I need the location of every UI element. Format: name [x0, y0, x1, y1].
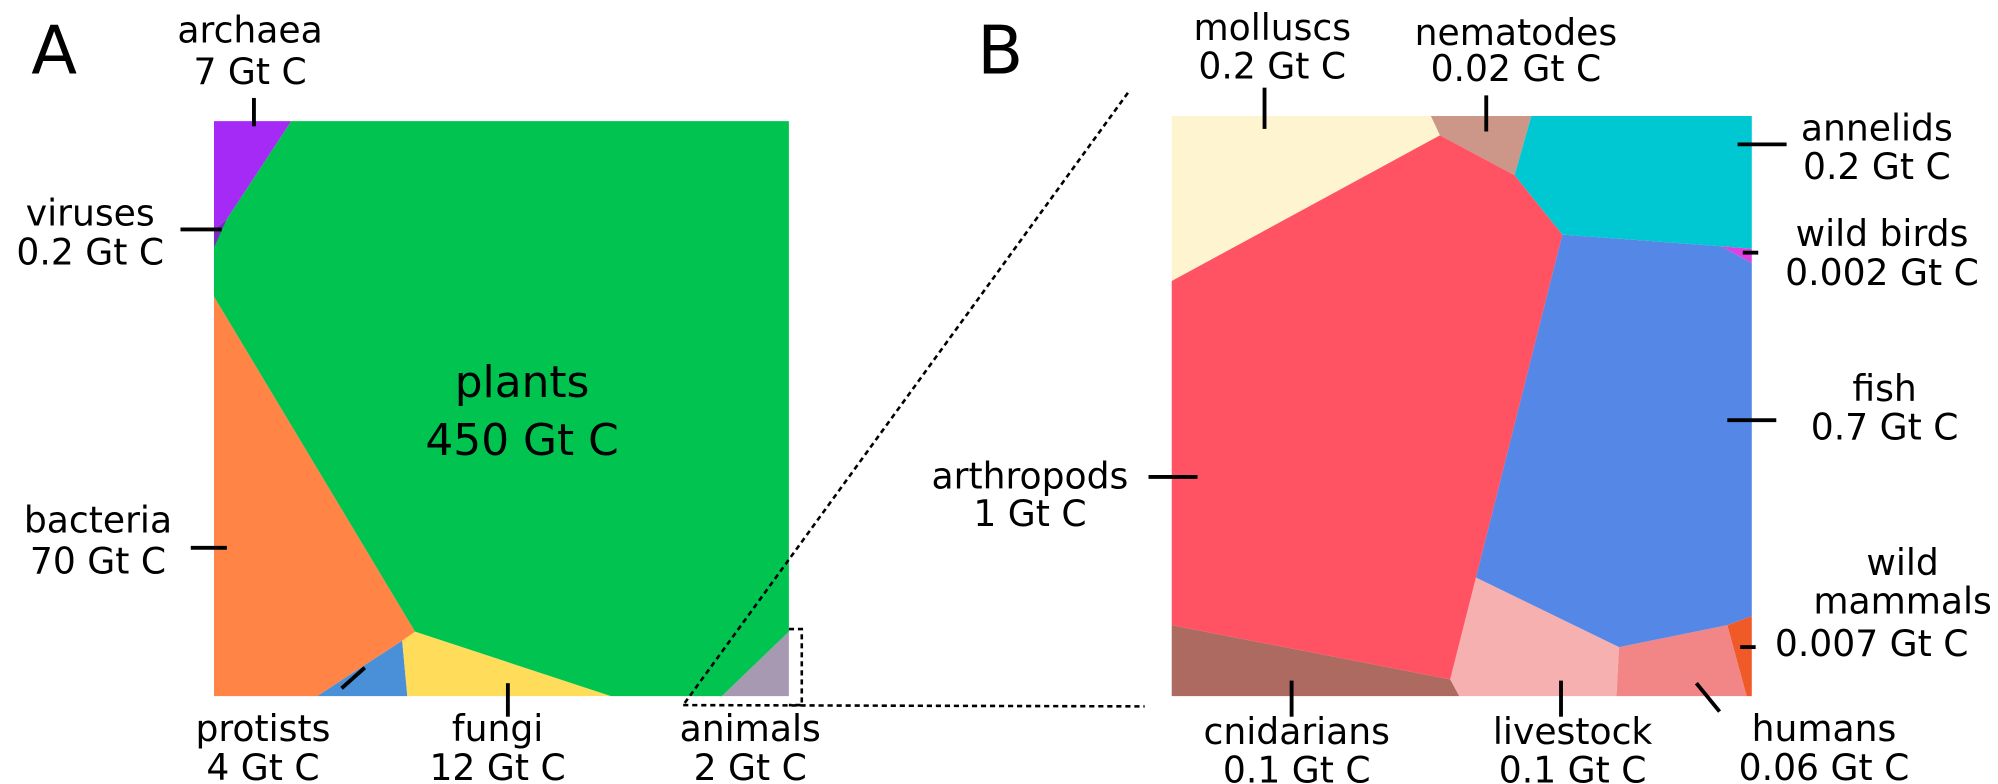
cell-value: 7 Gt C [193, 50, 307, 93]
cell-name: protists [195, 707, 331, 751]
zoom-line [683, 703, 1145, 708]
cell-value: 2 Gt C [693, 746, 807, 784]
cell-name: cnidarians [1203, 710, 1390, 753]
cell-value: 450 Gt C [425, 415, 619, 467]
cell-value: 4 Gt C [206, 746, 320, 784]
cell-name: arthropods [931, 455, 1129, 498]
leader-line [1694, 681, 1722, 713]
cell [213, 296, 416, 697]
cell-name: nematodes [1414, 11, 1618, 55]
cell-value: 12 Gt C [429, 746, 566, 784]
cell [213, 121, 292, 230]
cell-value: 0.002 Gt C [1785, 251, 1979, 294]
cell-name: fish [1852, 367, 1917, 410]
cell-name: animals [679, 707, 821, 751]
cell-name: humans [1751, 707, 1897, 751]
cell [1430, 116, 1532, 176]
cell-value: 0.2 Gt C [1802, 145, 1951, 189]
panel-letter: B [977, 12, 1024, 91]
cell-value: 0.02 Gt C [1430, 47, 1602, 91]
cell [1171, 625, 1460, 697]
cell-value: 0.2 Gt C [16, 230, 165, 274]
cell-value: 0.1 Gt C [1222, 748, 1371, 784]
cell-name: bacteria [23, 498, 173, 542]
cell [1171, 116, 1440, 282]
cell-name: livestock [1492, 710, 1653, 753]
cell-value: 70 Gt C [29, 540, 167, 583]
zoom-lines [682, 92, 1145, 708]
cell-name: wild birds [1795, 212, 1969, 256]
panel-letter: A [31, 12, 78, 91]
cell-name: fungi [451, 707, 544, 751]
cell-name: plants [454, 357, 590, 409]
cell [1727, 616, 1752, 697]
cell-name: molluscs [1193, 6, 1352, 49]
cell [1514, 116, 1752, 249]
cell-name: annelids [1800, 106, 1953, 150]
cell [1475, 234, 1752, 648]
zoom-box [788, 627, 804, 707]
cell-name: viruses [25, 192, 155, 235]
cell-value: 1 Gt C [973, 492, 1087, 535]
cell [213, 121, 789, 697]
cell-value: 0.2 Gt C [1198, 45, 1347, 88]
cell-value: 0.007 Gt C [1774, 622, 1969, 666]
cell-value: 0.06 Gt C [1738, 746, 1910, 784]
cell [1450, 577, 1620, 697]
cell-name: wild mammals [1813, 541, 1992, 623]
cell [1616, 625, 1747, 697]
cell-name: archaea [177, 9, 323, 52]
cell-value: 0.1 Gt C [1498, 748, 1647, 784]
cell [402, 631, 612, 697]
leader-line [340, 666, 367, 690]
cell [1171, 135, 1563, 680]
cell-value: 0.7 Gt C [1810, 406, 1959, 449]
